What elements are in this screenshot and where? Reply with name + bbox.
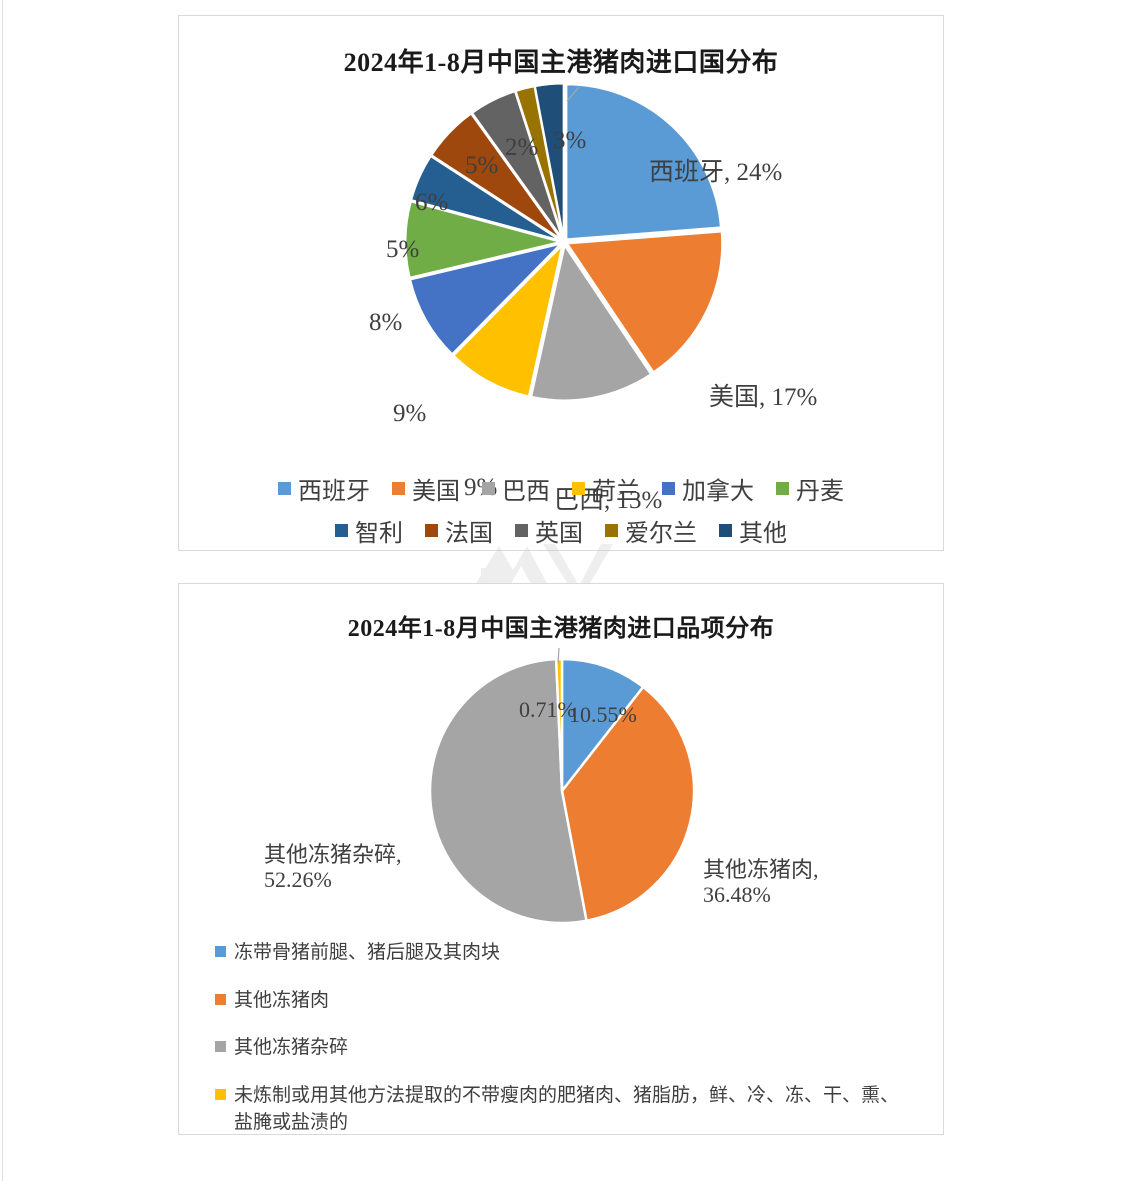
pie-label-chile: 5% xyxy=(386,236,420,263)
legend-swatch-uk xyxy=(515,524,528,537)
pie-label-bone-in-legs: 10.55% xyxy=(569,702,637,727)
pie-slice[interactable] xyxy=(430,112,563,241)
legend-item-bone-in-legs[interactable]: 冻带骨猪前腿、猪后腿及其肉块 xyxy=(215,939,923,967)
pie-label-canada: 9% xyxy=(393,400,427,427)
leader-line xyxy=(566,86,580,102)
pie-label-ireland: 2% xyxy=(505,134,539,161)
legend-label-netherlands: 荷兰 xyxy=(592,479,640,505)
legend-row-1: 西班牙 美国 巴西 荷兰 加拿大 丹麦 xyxy=(267,471,855,506)
legend-swatch-ireland xyxy=(605,524,618,537)
legend-swatch-chile xyxy=(335,524,348,537)
legend-swatch-netherlands xyxy=(572,482,585,495)
pie-slice[interactable] xyxy=(408,241,565,356)
legend-label-other-frozen-pork: 其他冻猪肉 xyxy=(234,989,330,1011)
legend-swatch-bone-in-legs xyxy=(215,946,226,957)
pie-label-france: 6% xyxy=(415,189,449,216)
leader-line xyxy=(557,647,560,664)
legend-label-bone-in-legs: 冻带骨猪前腿、猪后腿及其肉块 xyxy=(234,942,501,963)
legend-swatch-spain xyxy=(278,482,291,495)
pie-chart-country-distribution: 西班牙, 24% 美国, 17% 巴西, 13% 9% 9% 8% 5% 6% … xyxy=(179,79,943,514)
pie-slice[interactable] xyxy=(565,83,722,241)
pie-slice[interactable] xyxy=(560,657,645,795)
legend-label-france: 法国 xyxy=(445,521,493,547)
page-edge-line xyxy=(2,0,3,1181)
legend-country-distribution: 西班牙 美国 巴西 荷兰 加拿大 丹麦 xyxy=(179,471,943,548)
legend-item-pork-fat[interactable]: 未炼制或用其他方法提取的不带瘦肉的肥猪肉、猪脂肪，鲜、冷、冻、干、熏、盐腌或盐渍… xyxy=(215,1082,923,1137)
pie-label-other-frozen-offal: 其他冻猪杂碎, 52.26% xyxy=(264,842,402,892)
pie-slice[interactable] xyxy=(404,200,561,279)
legend-item-denmark[interactable]: 丹麦 xyxy=(776,471,844,506)
legend-item-distribution: 冻带骨猪前腿、猪后腿及其肉块 其他冻猪肉 其他冻猪杂碎 未炼制或用其他方法提取的… xyxy=(215,939,923,1157)
legend-label-uk: 英国 xyxy=(535,521,583,547)
pie-label-fat: 0.71% xyxy=(519,697,576,722)
legend-item-other-frozen-offal[interactable]: 其他冻猪杂碎 xyxy=(215,1034,923,1062)
legend-label-spain: 西班牙 xyxy=(298,479,370,505)
legend-label-chile: 智利 xyxy=(355,521,403,547)
pie-slice[interactable] xyxy=(554,657,564,792)
legend-swatch-pork-fat xyxy=(215,1088,226,1100)
legend-swatch-other-frozen-offal xyxy=(215,1041,226,1053)
pie-label-denmark: 8% xyxy=(369,309,403,336)
pie-slice[interactable] xyxy=(529,242,653,402)
pie-label-other-frozen-pork: 其他冻猪肉, 36.48% xyxy=(703,857,819,907)
legend-swatch-france xyxy=(425,524,438,537)
pie-label-usa: 美国, 17% xyxy=(709,384,818,411)
pie-slice[interactable] xyxy=(565,230,724,374)
chart-container-country-distribution: 2024年1-8月中国主港猪肉进口国分布 西班牙, 24% 美国, 17% 巴西… xyxy=(178,15,944,551)
legend-swatch-brazil xyxy=(482,482,495,495)
legend-label-denmark: 丹麦 xyxy=(796,479,844,505)
legend-swatch-denmark xyxy=(776,482,789,495)
pie-slice[interactable] xyxy=(428,657,588,925)
legend-item-france[interactable]: 法国 xyxy=(425,513,493,548)
pie-slice[interactable] xyxy=(533,82,565,239)
legend-label-ireland: 爱尔兰 xyxy=(625,521,697,547)
legend-label-other: 其他 xyxy=(739,521,787,547)
chart-title-country-distribution: 2024年1-8月中国主港猪肉进口国分布 xyxy=(343,48,779,77)
legend-label-brazil: 巴西 xyxy=(502,479,550,505)
pie-chart-item-distribution: 10.55% 其他冻猪肉, 36.48% 其他冻猪杂碎, 52.26% 0.71… xyxy=(179,643,943,953)
pie-slice[interactable] xyxy=(452,241,565,398)
pie-svg-item xyxy=(428,647,696,925)
legend-item-usa[interactable]: 美国 xyxy=(392,471,460,506)
legend-label-other-frozen-offal: 其他冻猪杂碎 xyxy=(234,1037,349,1059)
legend-item-chile[interactable]: 智利 xyxy=(335,513,403,548)
pie-slice[interactable] xyxy=(560,685,696,923)
legend-item-netherlands[interactable]: 荷兰 xyxy=(572,471,640,506)
legend-label-canada: 加拿大 xyxy=(682,479,754,505)
pie-label-other: 3% xyxy=(553,127,587,154)
legend-swatch-canada xyxy=(662,482,675,495)
pie-label-spain: 西班牙, 24% xyxy=(649,159,783,186)
legend-item-brazil[interactable]: 巴西 xyxy=(482,471,550,506)
chart-container-item-distribution: 2024年1-8月中国主港猪肉进口品项分布 10.55% 其他冻猪肉, 36.4… xyxy=(178,583,944,1135)
pie-svg-country xyxy=(404,82,724,402)
legend-item-uk[interactable]: 英国 xyxy=(515,513,583,548)
legend-row-2: 智利 法国 英国 爱尔兰 其他 xyxy=(324,513,798,548)
legend-swatch-usa xyxy=(392,482,405,495)
legend-item-other-frozen-pork[interactable]: 其他冻猪肉 xyxy=(215,987,923,1015)
legend-swatch-other xyxy=(719,524,732,537)
chart-title-item-distribution: 2024年1-8月中国主港猪肉进口品项分布 xyxy=(347,616,775,642)
pie-label-uk: 5% xyxy=(465,152,499,179)
legend-item-ireland[interactable]: 爱尔兰 xyxy=(605,513,697,548)
legend-swatch-other-frozen-pork xyxy=(215,993,226,1005)
legend-item-other[interactable]: 其他 xyxy=(719,513,787,548)
pie-slice[interactable] xyxy=(409,154,562,242)
legend-label-pork-fat: 未炼制或用其他方法提取的不带瘦肉的肥猪肉、猪脂肪，鲜、冷、冻、干、熏、盐腌或盐渍… xyxy=(234,1084,900,1134)
legend-item-spain[interactable]: 西班牙 xyxy=(278,471,370,506)
legend-label-usa: 美国 xyxy=(412,479,460,505)
legend-item-canada[interactable]: 加拿大 xyxy=(662,471,754,506)
